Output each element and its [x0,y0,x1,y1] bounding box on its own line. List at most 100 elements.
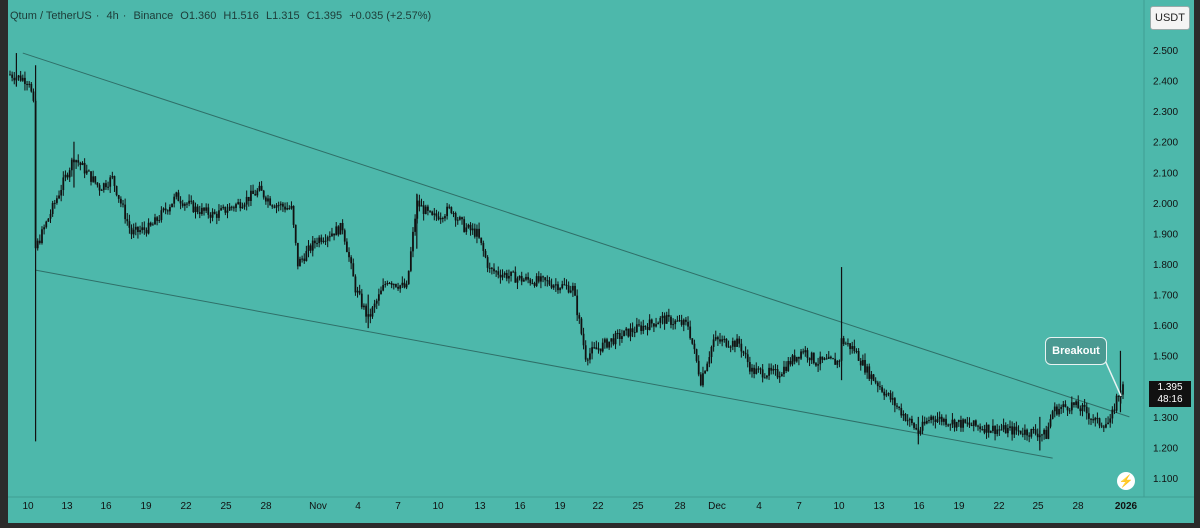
trendline-lower[interactable] [35,269,1053,459]
candle-body [243,204,246,207]
candle-body [1066,406,1069,411]
candle-body [827,356,830,359]
candle-body [303,258,306,262]
x-tick-label: 16 [100,501,112,512]
candle-body [525,276,527,280]
candle-body [1013,426,1016,435]
candle-body [230,206,233,208]
candle-body [702,373,704,386]
candle-body [139,230,141,233]
candle-body [105,183,107,188]
candle-body [864,360,866,373]
candle-body [348,252,350,258]
flash-icon[interactable]: ⚡ [1117,472,1135,490]
candle-body [582,333,585,346]
candle-body [1060,407,1063,409]
candle-body [85,170,88,174]
trendline-upper[interactable] [22,52,1130,418]
candle-body [194,206,197,213]
candle-body [117,195,120,199]
candle-body [879,386,881,388]
candle-body [736,338,738,347]
candle-body [861,360,864,366]
candle-body [836,360,839,365]
candle-body [872,374,875,381]
candle-body [1073,402,1075,405]
candle-body [405,284,408,288]
candle-body [493,268,495,272]
candle-body [220,208,222,211]
symbol-name[interactable]: Qtum / TetherUS [10,10,92,22]
candle-body [893,398,896,406]
candle-body [377,294,380,301]
candle-body [520,275,523,282]
candle-body [151,224,154,226]
candle-body [810,352,813,361]
candle-body [516,278,519,283]
candle-body [889,393,892,400]
candle-body [947,424,950,426]
candle-body [802,351,805,353]
time-axis[interactable]: 10 13 16 19 22 25 28 Nov 4 7 10 13 16 19 22 25 28 Dec 4 7 10… [22,501,1137,512]
candle-body [987,424,990,433]
candle-body [727,346,730,348]
candle-body [510,271,512,276]
candle-body [606,339,608,348]
candle-body [763,377,766,379]
candle-body [574,285,576,296]
candle-body [260,185,263,191]
candle-body [122,203,124,205]
candle-body [254,193,257,196]
breakout-annotation[interactable]: Breakout [1045,337,1107,365]
candle-body [650,319,653,324]
candle-body [716,337,719,340]
candle-body [891,398,894,400]
candle-body [670,316,672,325]
candle-body [215,213,218,218]
candle-body [143,227,146,230]
candle-body [47,218,50,222]
candle-body [262,190,265,198]
candle-body [386,283,389,285]
candle-body [279,203,282,206]
candle-body [258,185,261,191]
candle-body [476,228,478,237]
price-axis[interactable]: 2.500 2.400 2.300 2.200 2.100 2.000 1.900 1.800… [1153,46,1178,485]
plot-background [8,0,1144,497]
candle-body [269,198,272,206]
currency-button[interactable]: USDT [1150,6,1190,30]
candle-body [744,352,747,355]
candle-body [663,315,666,324]
candle-body [19,75,22,81]
x-tick-label: 16 [913,501,925,512]
candle-body [1030,429,1033,437]
candle-body [228,206,231,211]
candle-body [1115,395,1118,411]
candle-body [499,274,502,278]
x-tick-label: 13 [61,501,73,512]
candle-body [200,207,203,214]
candle-body [446,206,448,217]
interval-label[interactable]: 4h [106,10,119,22]
candle-body [757,368,760,370]
candle-body [1017,430,1020,432]
candle-body [759,368,762,370]
candle-body [456,219,459,221]
candle-body [653,323,655,327]
candle-body [171,203,173,208]
candle-body [264,197,267,202]
candle-body [1090,418,1092,420]
candle-body [812,352,815,364]
candle-body [375,300,378,304]
candle-body [1077,401,1080,409]
candle-body [685,319,687,322]
x-tick-label: 22 [180,501,192,512]
candle-body [819,356,822,365]
exchange-label: Binance [133,10,174,22]
candle-body [900,407,903,416]
candle-body [625,328,628,331]
candle-body [844,343,847,345]
candle-body [751,367,753,372]
candle-body [857,351,860,361]
